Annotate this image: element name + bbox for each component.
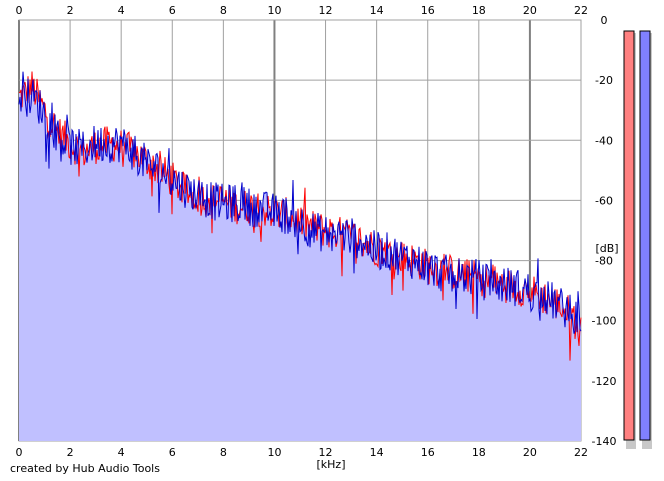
y-tick-label: -120 [592, 375, 617, 388]
x-tick-labels-bottom: 0 2 4 6 8 10 12 14 16 18 20 22 [16, 446, 589, 459]
x-tick-label-top: 0 [16, 4, 23, 17]
level-meter-right [639, 30, 651, 441]
x-tick-label-bottom: 22 [574, 446, 588, 459]
y-tick-label: -100 [592, 315, 617, 328]
x-tick-label-bottom: 18 [472, 446, 486, 459]
x-tick-label-bottom: 10 [267, 446, 281, 459]
y-tick-label: -60 [595, 194, 613, 207]
x-tick-label-top: 12 [319, 4, 333, 17]
x-tick-label-top: 18 [472, 4, 486, 17]
x-tick-label-bottom: 14 [370, 446, 384, 459]
x-tick-label-top: 2 [67, 4, 74, 17]
y-tick-label: 0 [601, 14, 608, 27]
y-tick-labels: 0 -20 -40 -60 -80 -100 -120 -140 [592, 14, 617, 448]
y-tick-label: -40 [595, 134, 613, 147]
x-tick-label-bottom: 16 [421, 446, 435, 459]
y-axis-label: [dB] [595, 242, 618, 255]
x-tick-label-top: 6 [169, 4, 176, 17]
blue-channel-line [18, 71, 582, 334]
credit-text: created by Hub Audio Tools [10, 462, 160, 475]
x-tick-label-top: 4 [118, 4, 125, 17]
level-meter-left [623, 30, 635, 441]
x-tick-label-bottom: 8 [220, 446, 227, 459]
x-tick-label-top: 8 [220, 4, 227, 17]
x-tick-label-bottom: 4 [118, 446, 125, 459]
x-axis-label: [kHz] [317, 458, 346, 471]
x-tick-label-top: 22 [574, 4, 588, 17]
x-tick-label-bottom: 6 [169, 446, 176, 459]
x-tick-label-top: 14 [370, 4, 384, 17]
y-tick-label: -20 [595, 74, 613, 87]
level-meters [623, 30, 652, 449]
x-tick-label-top: 10 [267, 4, 281, 17]
x-tick-label-bottom: 20 [523, 446, 537, 459]
x-tick-label-bottom: 0 [16, 446, 23, 459]
y-tick-label: -140 [592, 435, 617, 448]
x-tick-label-bottom: 2 [67, 446, 74, 459]
x-tick-labels-top: 0 2 4 6 8 10 12 14 16 18 20 22 [16, 4, 589, 17]
x-tick-label-bottom: 12 [319, 446, 333, 459]
y-tick-label: -80 [595, 255, 613, 268]
x-tick-label-top: 20 [523, 4, 537, 17]
x-tick-label-top: 16 [421, 4, 435, 17]
